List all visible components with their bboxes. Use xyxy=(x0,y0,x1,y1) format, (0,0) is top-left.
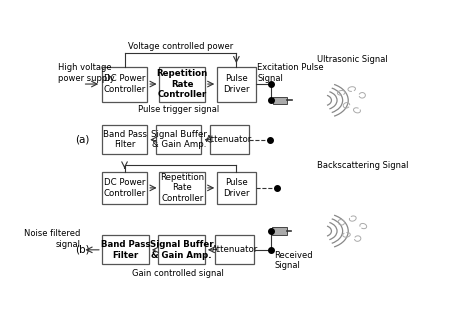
Text: Noise filtered
signal: Noise filtered signal xyxy=(24,229,81,249)
FancyBboxPatch shape xyxy=(160,67,205,101)
FancyBboxPatch shape xyxy=(273,97,287,104)
FancyBboxPatch shape xyxy=(102,125,147,154)
Text: Attenuator: Attenuator xyxy=(206,135,253,144)
Text: Band Pass
Filter: Band Pass Filter xyxy=(101,240,150,260)
FancyBboxPatch shape xyxy=(156,125,202,154)
Text: (a): (a) xyxy=(75,135,90,145)
Text: Pulse
Driver: Pulse Driver xyxy=(223,178,250,198)
Text: Backscattering Signal: Backscattering Signal xyxy=(317,162,408,170)
Text: Repetition
Rate
Controller: Repetition Rate Controller xyxy=(160,173,204,203)
Text: Voltage controlled power: Voltage controlled power xyxy=(128,42,233,51)
FancyBboxPatch shape xyxy=(160,172,205,204)
Text: Signal Buffer
& Gain Amp.: Signal Buffer & Gain Amp. xyxy=(151,130,207,150)
FancyBboxPatch shape xyxy=(216,235,254,264)
FancyBboxPatch shape xyxy=(210,125,249,154)
FancyBboxPatch shape xyxy=(217,67,256,101)
Text: Pulse trigger signal: Pulse trigger signal xyxy=(138,105,219,114)
Text: High voltage
power supply: High voltage power supply xyxy=(58,63,115,83)
Text: (b): (b) xyxy=(75,245,90,255)
Text: Gain controlled signal: Gain controlled signal xyxy=(132,269,224,278)
Text: DC Power
Controller: DC Power Controller xyxy=(103,74,146,94)
FancyBboxPatch shape xyxy=(158,235,205,264)
Text: Signal Buffer
& Gain Amp.: Signal Buffer & Gain Amp. xyxy=(150,240,213,260)
FancyBboxPatch shape xyxy=(217,172,256,204)
Text: DC Power
Controller: DC Power Controller xyxy=(103,178,146,198)
Text: Attenuator: Attenuator xyxy=(212,245,258,254)
Text: Excitation Pulse
Signal: Excitation Pulse Signal xyxy=(258,63,324,83)
Text: Pulse
Driver: Pulse Driver xyxy=(223,74,250,94)
FancyBboxPatch shape xyxy=(272,227,286,235)
Text: Ultrasonic Signal: Ultrasonic Signal xyxy=(317,55,387,64)
Text: Band Pass
Filter: Band Pass Filter xyxy=(102,130,147,150)
Text: Received
Signal: Received Signal xyxy=(274,251,313,270)
Text: Repetition
Rate
Controller: Repetition Rate Controller xyxy=(156,69,208,99)
FancyBboxPatch shape xyxy=(102,67,147,101)
FancyBboxPatch shape xyxy=(102,172,147,204)
FancyBboxPatch shape xyxy=(102,235,149,264)
